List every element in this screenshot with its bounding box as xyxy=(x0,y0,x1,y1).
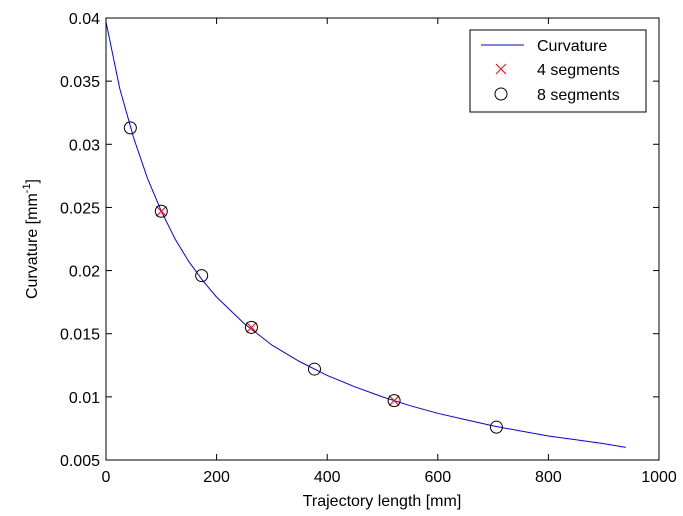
x-tick-label: 600 xyxy=(424,469,451,486)
plot-frame xyxy=(105,17,660,461)
y-axis-label-main: Curvature [mm xyxy=(24,193,41,299)
circle-marker-point xyxy=(489,420,503,434)
y-tick-label: 0.03 xyxy=(69,137,100,154)
circle-marker-point xyxy=(154,204,168,218)
y-tick-label: 0.005 xyxy=(60,453,100,470)
circle-marker-point xyxy=(195,269,209,283)
legend-x-marker xyxy=(495,63,507,75)
legend: Curvature 4 segments 8 segments xyxy=(469,29,647,113)
y-axis-label-superscript: -1 xyxy=(21,183,33,193)
x-tick-label: 0 xyxy=(102,469,111,486)
x-tick-label: 1000 xyxy=(641,469,677,486)
x-tick-label: 800 xyxy=(535,469,562,486)
x-marker-point xyxy=(155,205,167,217)
legend-entry-4-segments: 4 segments xyxy=(537,62,620,79)
y-tick-label: 0.015 xyxy=(60,327,100,344)
legend-circle-marker xyxy=(494,87,508,101)
circle-marker-point xyxy=(123,121,137,135)
y-tick-label: 0.04 xyxy=(69,11,100,28)
y-tick-label: 0.02 xyxy=(69,264,100,281)
circle-marker-point xyxy=(387,394,401,408)
circle-marker-point xyxy=(244,320,258,334)
legend-entry-8-segments: 8 segments xyxy=(537,87,620,104)
circle-marker-point xyxy=(307,362,321,376)
y-axis-label: Curvature [mm-1] xyxy=(21,179,41,299)
y-tick-label: 0.01 xyxy=(69,390,100,407)
legend-entry-curvature: Curvature xyxy=(537,38,607,55)
ticks-layer: 0 200 400 600 800 1000 0.005 0.01 0.015 0.02 0.025… xyxy=(60,11,677,486)
x-axis-label: Trajectory length [mm] xyxy=(303,493,462,510)
y-tick-label: 0.035 xyxy=(60,74,100,91)
x-marker-point xyxy=(246,322,257,333)
series-layer xyxy=(105,21,626,448)
x-tick-label: 400 xyxy=(314,469,341,486)
x-tick-label: 200 xyxy=(203,469,230,486)
y-axis-label-end: ] xyxy=(24,179,41,183)
x-marker-point xyxy=(388,395,400,406)
y-tick-label: 0.025 xyxy=(60,200,100,217)
